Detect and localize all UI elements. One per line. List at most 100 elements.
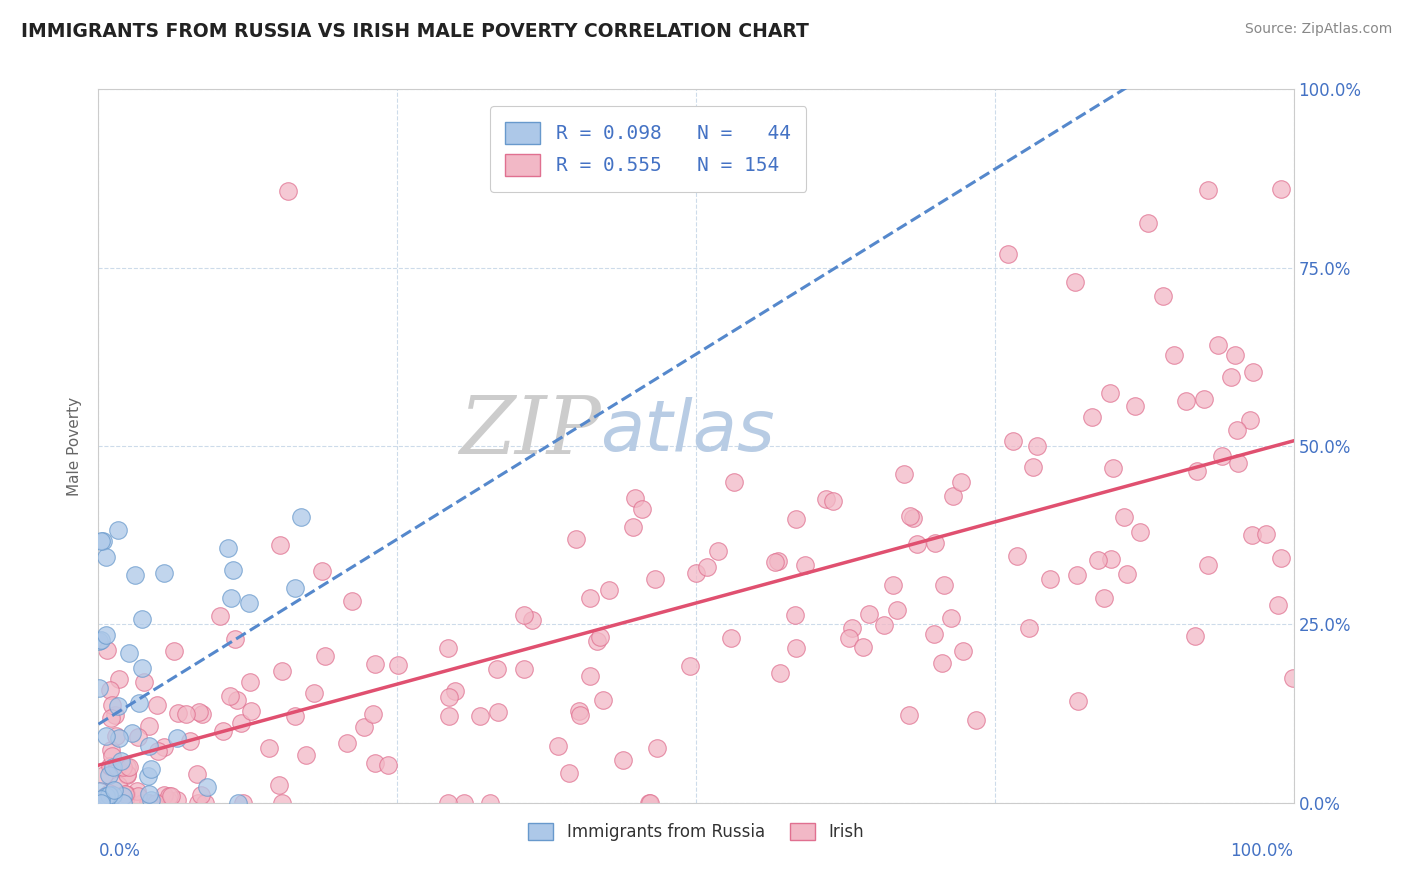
- Point: [238, 596, 260, 610]
- Point: [105, 729, 128, 743]
- Point: [893, 467, 915, 481]
- Point: [1064, 275, 1087, 289]
- Point: [163, 644, 186, 658]
- Point: [1067, 694, 1090, 708]
- Point: [231, 715, 253, 730]
- Legend: Immigrants from Russia, Irish: Immigrants from Russia, Irish: [522, 816, 870, 848]
- Point: [486, 705, 509, 719]
- Point: [453, 796, 475, 810]
- Point: [187, 796, 209, 810]
- Point: [609, 125, 631, 139]
- Point: [277, 184, 299, 198]
- Point: [952, 644, 974, 658]
- Point: [125, 783, 148, 797]
- Point: [852, 640, 875, 654]
- Point: [361, 707, 384, 722]
- Point: [1099, 551, 1122, 566]
- Point: [1022, 459, 1045, 474]
- Point: [1026, 439, 1049, 453]
- Point: [1081, 410, 1104, 425]
- Point: [91, 789, 114, 804]
- Point: [110, 754, 132, 768]
- Point: [1184, 628, 1206, 642]
- Point: [153, 788, 176, 802]
- Point: [290, 510, 312, 524]
- Point: [98, 767, 121, 781]
- Point: [364, 756, 387, 771]
- Point: [146, 744, 169, 758]
- Point: [93, 767, 115, 781]
- Point: [638, 796, 661, 810]
- Point: [364, 657, 387, 671]
- Point: [311, 564, 333, 578]
- Point: [103, 782, 125, 797]
- Point: [94, 789, 117, 804]
- Point: [640, 796, 662, 810]
- Point: [858, 607, 880, 621]
- Text: 0.0%: 0.0%: [98, 842, 141, 860]
- Point: [768, 554, 790, 568]
- Point: [96, 643, 118, 657]
- Point: [1270, 182, 1292, 196]
- Point: [138, 796, 160, 810]
- Point: [1005, 549, 1028, 563]
- Point: [148, 796, 170, 810]
- Point: [1152, 289, 1174, 303]
- Point: [145, 796, 167, 810]
- Point: [224, 632, 246, 647]
- Point: [190, 788, 212, 802]
- Point: [437, 796, 460, 810]
- Point: [90, 632, 112, 647]
- Point: [87, 681, 110, 695]
- Point: [942, 489, 965, 503]
- Point: [167, 706, 190, 721]
- Point: [882, 578, 904, 592]
- Point: [112, 789, 135, 804]
- Point: [645, 741, 668, 756]
- Point: [90, 791, 112, 805]
- Point: [1116, 566, 1139, 581]
- Point: [932, 578, 955, 592]
- Point: [240, 704, 263, 718]
- Point: [257, 741, 280, 756]
- Point: [901, 511, 924, 525]
- Point: [114, 787, 136, 801]
- Point: [513, 662, 536, 676]
- Point: [624, 491, 647, 505]
- Point: [785, 607, 807, 622]
- Point: [785, 640, 807, 655]
- Point: [114, 787, 136, 801]
- Point: [295, 748, 318, 763]
- Point: [112, 760, 135, 774]
- Point: [898, 708, 921, 723]
- Point: [468, 709, 491, 723]
- Point: [100, 743, 122, 757]
- Point: [1018, 621, 1040, 635]
- Point: [107, 698, 129, 713]
- Point: [89, 793, 111, 807]
- Point: [479, 796, 502, 810]
- Point: [1239, 412, 1261, 426]
- Point: [98, 759, 121, 773]
- Point: [873, 618, 896, 632]
- Point: [145, 698, 167, 712]
- Point: [174, 706, 197, 721]
- Point: [103, 789, 125, 803]
- Point: [588, 631, 610, 645]
- Point: [166, 793, 188, 807]
- Text: 100.0%: 100.0%: [1230, 842, 1294, 860]
- Point: [191, 707, 214, 722]
- Point: [598, 583, 620, 598]
- Point: [124, 568, 146, 582]
- Point: [1001, 434, 1024, 448]
- Point: [558, 765, 581, 780]
- Point: [353, 720, 375, 734]
- Point: [1192, 392, 1215, 406]
- Point: [90, 533, 112, 548]
- Point: [156, 793, 179, 807]
- Point: [138, 787, 160, 801]
- Point: [582, 156, 605, 170]
- Point: [284, 581, 307, 595]
- Point: [838, 631, 860, 645]
- Point: [157, 789, 180, 804]
